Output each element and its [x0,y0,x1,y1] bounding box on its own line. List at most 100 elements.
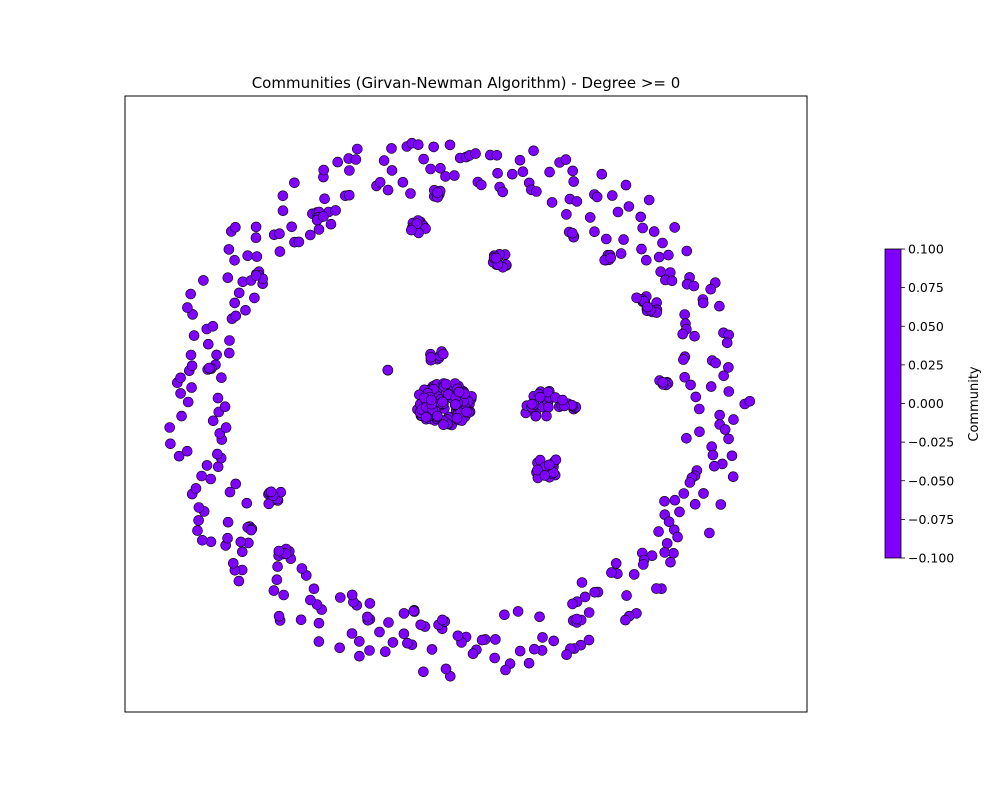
graph-node [530,410,542,422]
graph-node [188,330,200,341]
colorbar-tick-label: −0.100 [908,551,954,566]
graph-node [418,153,430,165]
graph-node [723,386,735,397]
graph-node [583,634,595,646]
graph-node [240,304,251,316]
graph-node [512,606,524,617]
graph-node [181,445,193,457]
graph-node [250,270,262,281]
colorbar: 0.100 0.075 0.050 0.025 0.000 −0.025 −0.050 −0.… [884,242,982,566]
graph-node [600,233,612,245]
graph-node [325,218,337,230]
graph-node [728,414,739,425]
graph-node [230,310,242,322]
colorbar-tick-label: 0.000 [908,396,944,411]
graph-node [222,272,234,284]
graph-node [651,583,662,594]
graph-node [718,370,730,382]
graph-node [211,349,222,361]
graph-node [318,164,330,176]
graph-node [693,403,705,415]
graph-node [362,611,373,623]
graph-node [719,424,731,435]
graph-node [387,637,399,648]
graph-node [621,590,632,601]
graph-node [537,632,548,643]
graph-node [539,470,551,481]
graph-node [648,226,660,237]
graph-node [618,234,629,245]
graph-node [277,205,289,216]
graph-node [426,644,438,655]
graph-node [186,382,197,393]
graph-node [313,617,325,629]
graph-node [192,525,203,536]
graph-node [726,450,738,462]
colorbar-tick-label: 0.050 [908,319,944,334]
graph-node [242,250,253,261]
graph-node [305,594,316,606]
graph-node [364,645,375,656]
graph-node [543,459,555,471]
graph-node [640,254,652,266]
graph-node [679,371,691,383]
graph-node [678,488,690,499]
graph-node [216,372,227,384]
graph-node [506,168,518,180]
colorbar-label: Community [967,366,982,442]
graph-node [698,488,709,499]
graph-node [642,301,653,313]
graph-node [666,275,678,287]
graph-node [669,494,681,506]
graph-node [265,486,277,498]
graph-node [606,567,617,578]
graph-node [663,249,674,261]
graph-node [165,438,176,450]
graph-node [690,391,702,403]
graph-node [476,634,488,646]
graph-node [561,649,572,661]
graph-node [386,165,398,176]
graph-node [334,642,346,654]
graph-node [440,378,452,390]
graph-node [727,471,739,483]
graph-node [412,139,424,150]
graph-node [308,583,320,595]
graph-node [531,186,542,197]
graph-node [223,244,235,255]
graph-node [397,177,409,188]
graph-node [207,415,219,427]
graph-node [571,196,583,207]
graph-node [437,614,448,626]
graph-node [212,392,224,404]
graph-node [490,634,501,645]
graph-node [220,422,232,433]
graph-node [398,628,410,640]
graph-node [343,189,355,201]
graph-node [568,176,580,187]
graph-node [444,139,456,151]
graph-node [544,166,555,178]
graph-node [449,170,460,181]
graph-node [596,168,608,180]
graph-node [470,148,481,159]
graph-node [497,186,509,198]
graph-node [534,391,546,403]
graph-node [567,598,578,610]
graph-node [461,406,472,418]
graph-node [364,598,376,609]
graph-node [526,398,538,410]
graph-node [425,394,437,406]
graph-node [697,297,709,309]
graph-node [528,145,539,157]
graph-node [268,585,280,596]
chart-title: Communities (Girvan-Newman Algorithm) - … [252,74,681,92]
graph-node [295,614,307,626]
graph-node [723,433,734,445]
graph-node [274,228,285,239]
graph-node [286,221,298,233]
graph-node [561,209,572,220]
graph-node [382,184,394,196]
graph-node [186,360,198,372]
graph-node [420,411,432,423]
